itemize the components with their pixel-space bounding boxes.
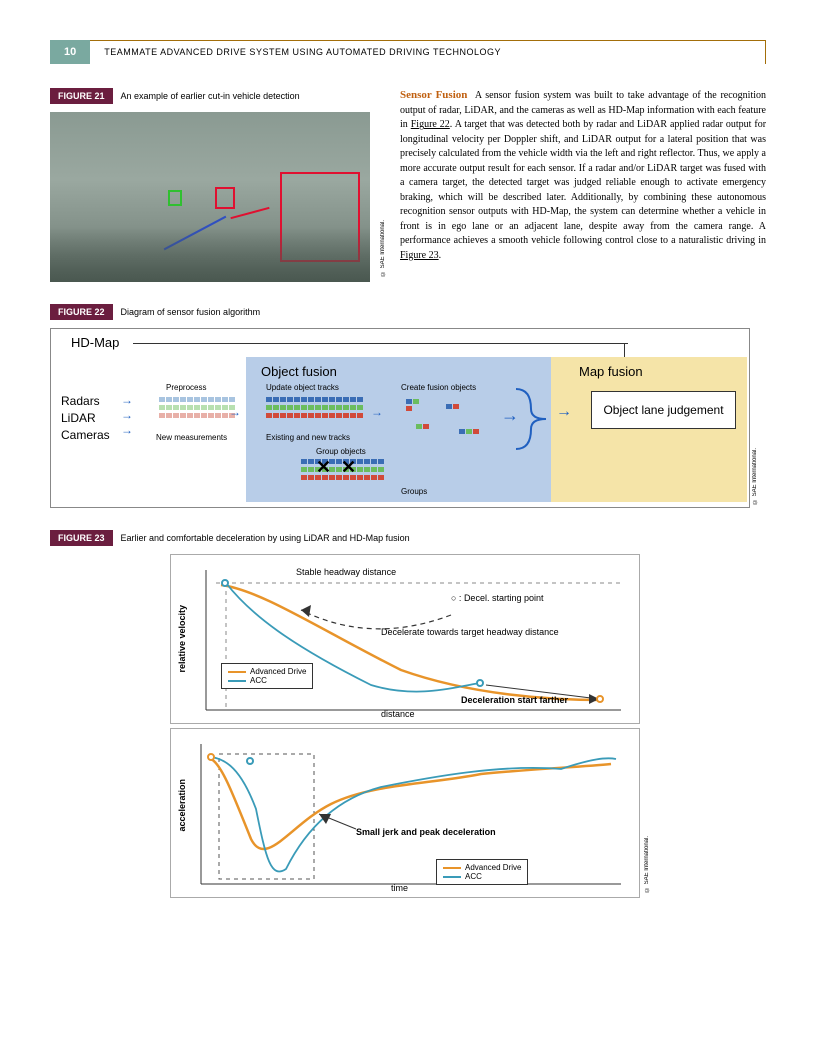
sensor-labels: Radars LiDAR Cameras [61,393,110,443]
preprocess-label: Preprocess [166,383,206,392]
existing-tracks-label: Existing and new tracks [266,433,350,442]
decel-farther-label: Deceleration start farther [461,695,568,705]
page-header: 10 TEAMMATE ADVANCED DRIVE SYSTEM USING … [50,40,766,64]
update-tracks-label: Update object tracks [266,383,339,392]
chart2-legend: Advanced Drive ACC [436,859,528,885]
decel-point-label: ○ : Decel. starting point [451,593,543,603]
figure-23-badge: FIGURE 23 [50,530,113,546]
hdmap-label: HD-Map [71,335,119,350]
figure-22-badge: FIGURE 22 [50,304,113,320]
figure-23-charts: relative velocity distance Stable headwa… [170,554,640,898]
object-fusion-title: Object fusion [261,364,337,379]
lane-judgement-box: Object lane judgement [591,391,736,429]
figure-23-header: FIGURE 23 Earlier and comfortable decele… [50,530,766,546]
figure-21-image [50,112,370,282]
chart-acceleration-time: acceleration time Small jerk and peak de… [170,728,640,898]
section-title: Sensor Fusion [400,89,467,101]
groups-label: Groups [401,487,427,496]
figure-22-header: FIGURE 22 Diagram of sensor fusion algor… [50,304,766,320]
figure-23-ref: Figure 23 [400,250,439,261]
page-number: 10 [50,40,90,64]
new-measurements-label: New measurements [156,433,227,442]
header-title: TEAMMATE ADVANCED DRIVE SYSTEM USING AUT… [90,40,766,64]
figure-21-badge: FIGURE 21 [50,88,113,104]
create-objects-label: Create fusion objects [401,383,476,392]
chart-velocity-distance: relative velocity distance Stable headwa… [170,554,640,724]
map-fusion-title: Map fusion [579,364,643,379]
chart1-legend: Advanced Drive ACC [221,663,313,689]
decel-towards-label: Decelerate towards target headway distan… [381,627,559,637]
figure-22-caption: Diagram of sensor fusion algorithm [113,307,261,317]
small-jerk-label: Small jerk and peak deceleration [356,827,496,837]
figure-22-diagram: HD-Map ▼ Object fusion Map fusion Radars… [50,328,750,508]
figure-23-caption: Earlier and comfortable deceleration by … [113,533,410,543]
figure-21-copyright: © SAE International. [380,220,386,276]
group-objects-label: Group objects [316,447,366,456]
sensor-fusion-paragraph: Sensor Fusion A sensor fusion system was… [400,88,766,263]
figure-22-ref: Figure 22 [411,119,450,130]
figure-21-caption: An example of earlier cut-in vehicle det… [113,91,300,101]
figure-23-copyright: © SAE International. [644,836,650,892]
figure-21-header: FIGURE 21 An example of earlier cut-in v… [50,88,380,104]
stable-headway-label: Stable headway distance [296,567,396,577]
figure-22-copyright: © SAE International. [752,448,758,504]
